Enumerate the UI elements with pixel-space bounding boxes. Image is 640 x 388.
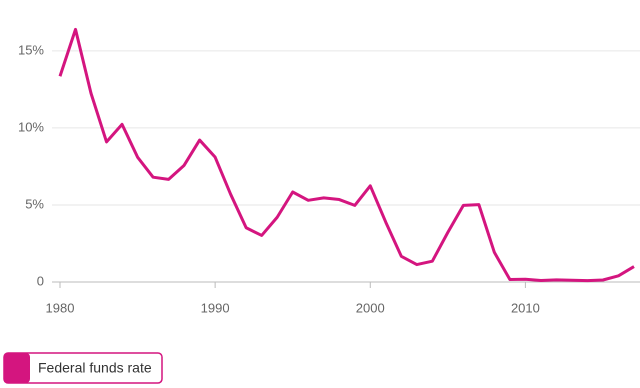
x-tick-label: 2010	[511, 300, 540, 315]
y-tick-label: 0	[37, 273, 44, 288]
y-tick-label: 5%	[25, 196, 44, 211]
data-line	[58, 27, 635, 283]
legend-swatch	[4, 353, 30, 383]
x-tick-label: 1990	[201, 300, 230, 315]
x-tick-label: 1980	[46, 300, 75, 315]
y-tick-label: 15%	[18, 42, 44, 57]
x-tick-label: 2000	[356, 300, 385, 315]
legend-label: Federal funds rate	[38, 360, 152, 376]
y-tick-label: 10%	[18, 119, 44, 134]
